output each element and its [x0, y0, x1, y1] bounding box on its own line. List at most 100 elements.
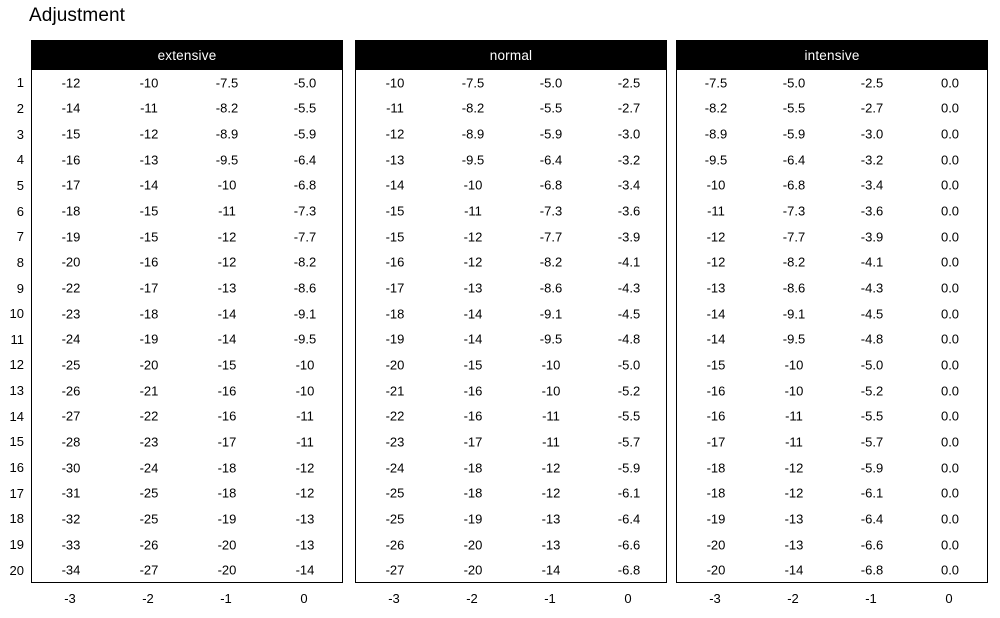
- cell: -26: [61, 383, 81, 399]
- cell: -22: [385, 408, 405, 424]
- panel-strip-label: normal: [489, 47, 533, 63]
- cell: -12: [217, 254, 237, 270]
- x-tick-label: -1: [865, 591, 877, 606]
- cell: -13: [139, 152, 159, 168]
- cell: -11: [542, 434, 560, 450]
- row-index-label: 12: [9, 357, 24, 373]
- cell: -4.8: [860, 331, 884, 347]
- cell: 0.0: [940, 100, 960, 116]
- cell: 0.0: [940, 177, 960, 193]
- cell: -18: [706, 460, 726, 476]
- cell: 0.0: [940, 383, 960, 399]
- cell: -12: [217, 229, 237, 245]
- cell: -6.4: [617, 511, 641, 527]
- cell: -17: [139, 280, 159, 296]
- cell: 0.0: [940, 75, 960, 91]
- row-index-label: 11: [10, 331, 25, 347]
- cell: -5.5: [539, 100, 563, 116]
- cell: -2.5: [617, 75, 641, 91]
- cell: -3.0: [860, 126, 884, 142]
- cell: -12: [541, 485, 561, 501]
- cell: -13: [541, 511, 561, 527]
- cell: -7.5: [215, 75, 239, 91]
- row-index-label: 15: [9, 434, 24, 450]
- cell: -10: [463, 177, 483, 193]
- cell: -13: [784, 537, 804, 553]
- cell: -27: [61, 408, 81, 424]
- cell: -19: [217, 511, 237, 527]
- cell: -11: [707, 203, 725, 219]
- cell: -6.4: [293, 152, 317, 168]
- cell: -3.4: [860, 177, 884, 193]
- cell: -3.9: [617, 229, 641, 245]
- cell: -25: [61, 357, 81, 373]
- cell: -14: [463, 331, 483, 347]
- cell: -3.9: [860, 229, 884, 245]
- cell: -17: [463, 434, 483, 450]
- cell: -16: [706, 383, 726, 399]
- cell: -8.2: [215, 100, 239, 116]
- cell: -17: [217, 434, 237, 450]
- cell: -14: [706, 306, 726, 322]
- cell: -21: [385, 383, 405, 399]
- cell: -9.1: [539, 306, 563, 322]
- row-index-label: 20: [9, 562, 24, 578]
- cell: -5.7: [860, 434, 884, 450]
- cell: -12: [784, 485, 804, 501]
- row-index-label: 7: [16, 229, 24, 245]
- cell: -13: [706, 280, 726, 296]
- cell: 0.0: [940, 280, 960, 296]
- cell: -16: [463, 383, 483, 399]
- cell: -19: [706, 511, 726, 527]
- cell: -12: [706, 229, 726, 245]
- cell: -21: [139, 383, 159, 399]
- panel-body-extensive: -12 -10 -7.5 -5.0 -14 -11 -8.2 -5.5 -15 -12 -8.9 -5…: [32, 70, 342, 582]
- cell: -20: [61, 254, 81, 270]
- cell: -17: [61, 177, 81, 193]
- cell: -12: [61, 75, 81, 91]
- x-tick-label: 0: [624, 591, 632, 606]
- cell: -15: [61, 126, 81, 142]
- row-index-label: 9: [16, 280, 24, 296]
- cell: 0.0: [940, 357, 960, 373]
- cell: -8.2: [704, 100, 728, 116]
- cell: -15: [139, 203, 159, 219]
- cell: -6.8: [617, 562, 641, 578]
- cell: -8.6: [539, 280, 563, 296]
- cell: -26: [139, 537, 159, 553]
- cell: -8.2: [782, 254, 806, 270]
- x-tick-label: -2: [142, 591, 154, 606]
- row-index-label: 18: [9, 511, 24, 527]
- cell: 0.0: [940, 203, 960, 219]
- cell: -9.5: [215, 152, 239, 168]
- cell: -20: [217, 537, 237, 553]
- row-index-label: 10: [9, 306, 24, 322]
- cell: 0.0: [940, 485, 960, 501]
- cell: -7.3: [782, 203, 806, 219]
- cell: -5.7: [617, 434, 641, 450]
- cell: -24: [385, 460, 405, 476]
- cell: 0.0: [940, 434, 960, 450]
- cell: 0.0: [940, 126, 960, 142]
- cell: -8.6: [782, 280, 806, 296]
- cell: -10: [139, 75, 159, 91]
- cell: -3.2: [860, 152, 884, 168]
- cell: -6.6: [617, 537, 641, 553]
- cell: -5.5: [860, 408, 884, 424]
- panel-strip-label: intensive: [804, 47, 860, 63]
- cell: -11: [785, 434, 803, 450]
- cell: -5.2: [617, 383, 641, 399]
- cell: -14: [139, 177, 159, 193]
- cell: 0.0: [940, 254, 960, 270]
- cell: -12: [706, 254, 726, 270]
- cell: -16: [61, 152, 81, 168]
- row-index-label: 19: [9, 537, 24, 553]
- cell: -16: [217, 383, 237, 399]
- cell: -3.6: [617, 203, 641, 219]
- cell: -10: [541, 383, 561, 399]
- cell: -11: [386, 100, 404, 116]
- panel-extensive: extensive -12 -10 -7.5 -5.0 -14 -11 -8.2 -5.5 -15…: [31, 40, 343, 583]
- cell: -14: [217, 331, 237, 347]
- cell: -12: [295, 485, 315, 501]
